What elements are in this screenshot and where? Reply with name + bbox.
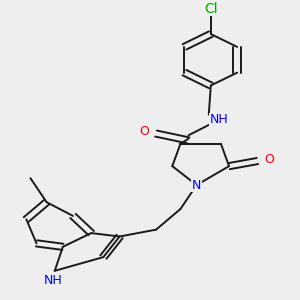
- Text: O: O: [139, 125, 149, 138]
- Text: O: O: [265, 153, 275, 166]
- Text: NH: NH: [43, 274, 62, 287]
- Text: Cl: Cl: [204, 2, 218, 16]
- Text: N: N: [192, 178, 201, 191]
- Text: NH: NH: [209, 113, 228, 126]
